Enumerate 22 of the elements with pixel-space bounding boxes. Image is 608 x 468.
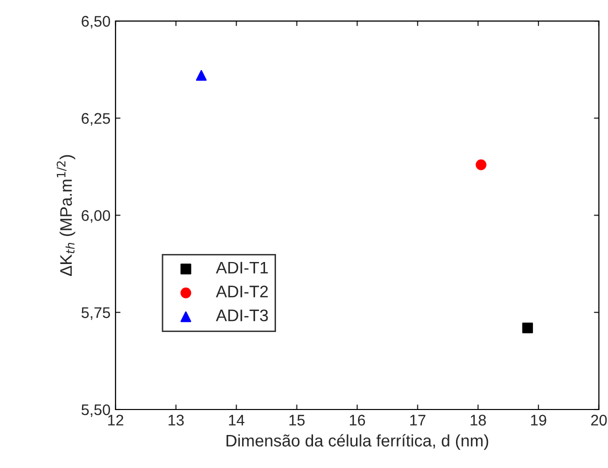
y-tick-label: 5,50 [82, 404, 110, 417]
y-tick-label: 6,25 [82, 113, 110, 126]
x-tick-label: 16 [350, 414, 366, 426]
point [476, 159, 486, 170]
point [522, 322, 533, 334]
y-tick-label: 6,50 [82, 16, 110, 29]
x-tick-label: 14 [229, 414, 244, 426]
x-tick-label: 19 [531, 414, 546, 426]
x-axis-title: Dimensão da célula ferrítica, d (nm) [226, 434, 488, 450]
y-tick-label: 6,00 [82, 210, 110, 223]
y-axis-title: ΔK$_{th}$ (MPa.m$^{1/2}$) [56, 155, 76, 276]
x-tick-label: 18 [470, 414, 486, 426]
x-tick-label: 17 [410, 414, 426, 426]
x-tick-label: 20 [591, 414, 607, 426]
point [196, 70, 207, 81]
legend-label: ADI-T1 [216, 262, 268, 274]
x-tick-label: 13 [168, 414, 184, 426]
legend-label: ADI-T3 [216, 310, 268, 322]
x-tick-label: 12 [108, 414, 124, 426]
legend-label: ADI-T2 [216, 286, 268, 298]
x-tick-label: 15 [289, 414, 305, 426]
y-tick-label: 5,75 [82, 307, 110, 320]
